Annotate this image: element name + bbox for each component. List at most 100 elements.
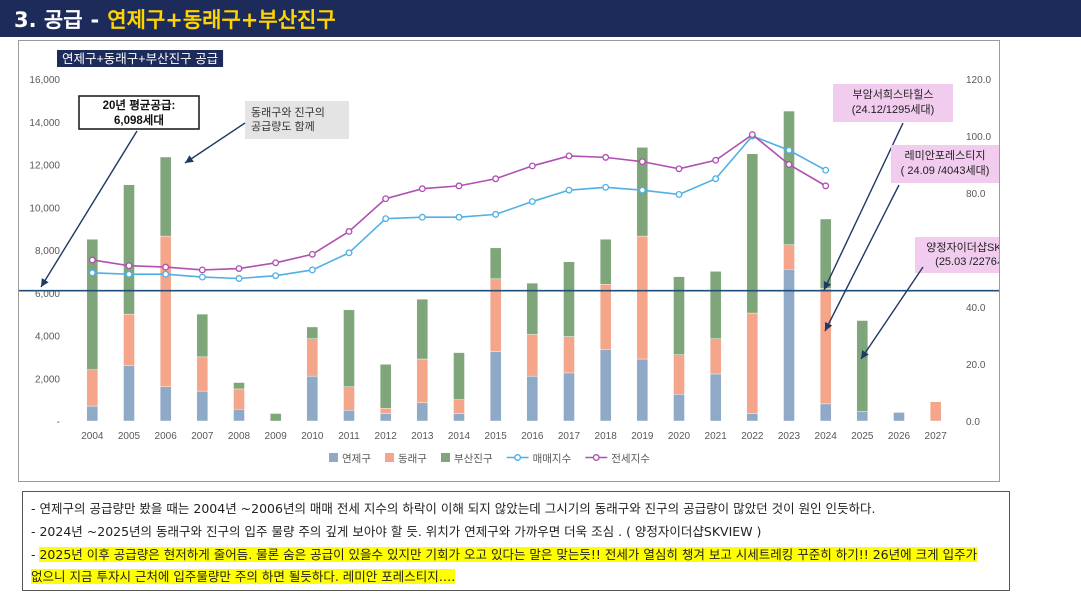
bar-동래구	[489, 278, 502, 352]
x-tick-label: 2008	[228, 431, 251, 442]
bar-부산진구	[86, 239, 99, 370]
point-매매지수	[198, 273, 206, 281]
point-매매지수	[88, 269, 96, 277]
bar-부산진구	[343, 309, 355, 388]
chart-title: 연제구+동래구+부산진구 공급	[62, 52, 218, 66]
point-전세지수	[382, 195, 390, 203]
chart-title-background	[57, 50, 224, 67]
bar-부산진구	[526, 282, 539, 335]
bar-동래구	[783, 244, 795, 270]
bar-연제구	[453, 413, 465, 422]
x-tick-label: 2016	[521, 431, 544, 442]
bar-동래구	[379, 407, 392, 414]
yangjeong-annotation-arrow-head	[861, 350, 869, 359]
x-tick-label: 2018	[595, 431, 618, 442]
x-tick-label: 2012	[375, 431, 398, 442]
bar-연제구	[489, 351, 502, 422]
buam-annotation-text: 부암서희스타힐스	[853, 88, 934, 101]
y-left-tick-label: 6,000	[35, 289, 60, 300]
bar-부산진구	[159, 156, 172, 237]
average-annotation-arrow-head	[41, 278, 49, 287]
x-tick-label: 2025	[851, 431, 874, 442]
legend-swatch-동래구	[384, 453, 394, 462]
point-전세지수	[198, 266, 206, 274]
notes-box: - 연제구의 공급량만 봤을 때는 2004년 ~2006년의 매매 전세 지수…	[22, 491, 1010, 591]
bar-부산진구	[563, 261, 575, 337]
y-right-tick-label: 80.0	[966, 189, 986, 200]
bar-부산진구	[746, 153, 759, 314]
point-전세지수	[675, 165, 683, 173]
bar-동래구	[526, 334, 539, 377]
y-left-tick-label: 14,000	[29, 118, 60, 129]
bar-연제구	[233, 409, 245, 422]
page-header: 3. 공급 - 연제구+동래구+부산진구	[0, 0, 1081, 37]
point-전세지수	[272, 259, 280, 267]
bar-동래구	[159, 235, 172, 388]
x-tick-label: 2027	[925, 431, 948, 442]
bar-부산진구	[196, 313, 209, 358]
y-left-tick-label: 2,000	[35, 374, 60, 385]
bar-부산진구	[379, 364, 392, 409]
bar-동래구	[819, 288, 832, 405]
bar-부산진구	[673, 276, 685, 355]
y-left-tick-label: 10,000	[29, 203, 60, 214]
x-tick-label: 2026	[888, 431, 911, 442]
legend-label-부산진구: 부산진구	[454, 453, 493, 465]
bar-동래구	[86, 369, 99, 407]
point-전세지수	[602, 153, 610, 161]
bar-연제구	[563, 372, 575, 422]
bar-동래구	[673, 354, 685, 395]
bar-연제구	[86, 405, 99, 422]
point-매매지수	[235, 275, 243, 282]
point-매매지수	[638, 186, 646, 194]
x-tick-label: 2019	[631, 431, 654, 442]
legend-label-매매지수: 매매지수	[533, 453, 572, 465]
point-전세지수	[785, 161, 793, 168]
point-매매지수	[675, 190, 683, 198]
point-전세지수	[528, 162, 536, 170]
bar-동래구	[343, 386, 355, 411]
note-line-1: - 연제구의 공급량만 봤을 때는 2004년 ~2006년의 매매 전세 지수…	[31, 501, 876, 516]
note-line-2: - 2024년 ~2025년의 동래구와 진구의 입주 물량 주의 깊게 보아야…	[31, 524, 762, 539]
bar-연제구	[599, 349, 612, 422]
bar-연제구	[856, 411, 869, 422]
point-매매지수	[528, 198, 536, 205]
yangjeong-annotation-box	[915, 237, 999, 273]
section-title: 3. 공급 - 연제구+동래구+부산진구	[14, 4, 336, 34]
bar-연제구	[123, 365, 135, 422]
bar-동래구	[416, 358, 429, 404]
bar-연제구	[343, 410, 355, 422]
bar-동래구	[929, 401, 942, 422]
x-tick-label: 2024	[815, 431, 838, 442]
point-매매지수	[162, 270, 170, 278]
point-전세지수	[638, 158, 646, 166]
y-right-tick-label: 40.0	[966, 303, 986, 314]
bar-부산진구	[416, 298, 429, 360]
x-tick-label: 2022	[741, 431, 764, 442]
y-right-tick-label: 0.0	[966, 417, 980, 428]
bar-부산진구	[489, 247, 502, 280]
buam-annotation-box	[833, 84, 953, 122]
bar-연제구	[819, 403, 832, 422]
supply-chart-frame: 연제구+동래구+부산진구 공급 - 2,000 4,000 6,000 8,000 10,0…	[18, 40, 1000, 482]
point-매매지수	[308, 266, 316, 274]
point-전세지수	[162, 263, 170, 271]
average-annotation-text: 20년 평균공급:	[103, 98, 176, 112]
x-tick-label: 2015	[485, 431, 508, 442]
legend-swatch-부산진구	[440, 453, 450, 462]
point-매매지수	[712, 175, 720, 183]
dongnae-annotation-arrow	[184, 122, 246, 164]
section-number: 3. 공급	[14, 8, 83, 32]
average-annotation-text: 6,098세대	[114, 113, 164, 127]
bar-연제구	[709, 373, 722, 422]
bar-동래구	[709, 338, 722, 375]
point-전세지수	[455, 182, 463, 190]
buam-annotation-arrow	[823, 122, 904, 291]
bar-부산진구	[453, 352, 465, 400]
x-tick-label: 2013	[411, 431, 434, 442]
y-right-tick-label: 100.0	[966, 132, 991, 143]
y-left-tick-label: 16,000	[29, 75, 60, 86]
bar-연제구	[526, 375, 539, 422]
bar-연제구	[783, 269, 795, 422]
y-right-tick-label: 20.0	[966, 360, 986, 371]
